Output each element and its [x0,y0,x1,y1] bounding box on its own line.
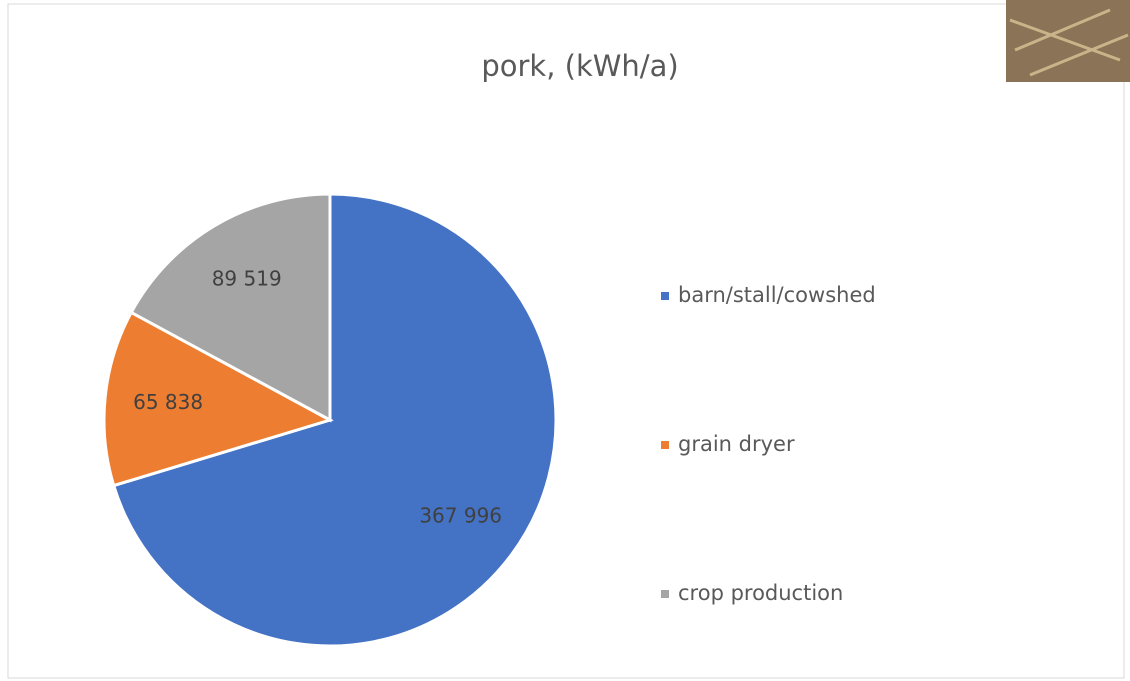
pie-slice [111,192,558,648]
legend-swatch [661,441,669,449]
legend-swatch [661,590,669,598]
pie: 367 996 65 838 89 519 [102,192,558,648]
photo-texture [1009,8,1129,77]
data-label: 65 838 [133,390,203,414]
legend: barn/stall/cowshed grain dryer crop produc… [661,283,876,605]
legend-label: barn/stall/cowshed [678,283,876,307]
chart-title: pork, (kWh/a) [481,49,678,83]
pie-slice [129,192,332,423]
data-label: 367 996 [419,503,502,527]
legend-swatch [661,292,669,300]
legend-label: crop production [678,581,843,605]
data-label: 89 519 [212,267,282,291]
pie-slice [102,310,334,488]
legend-label: grain dryer [678,432,795,456]
